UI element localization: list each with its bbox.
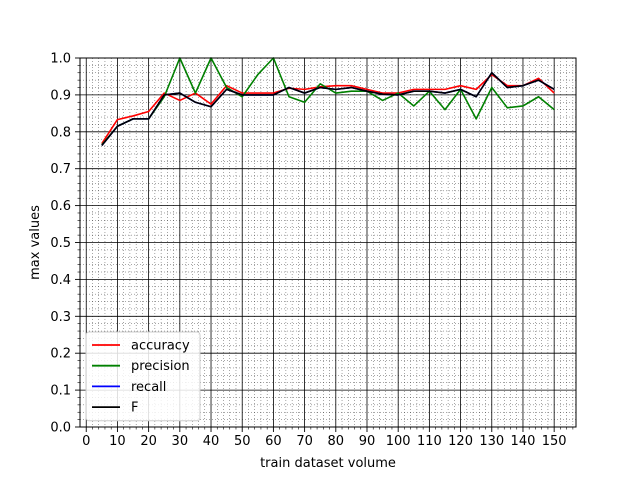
x-tick-label: 10 bbox=[109, 434, 126, 449]
y-tick-label: 0.6 bbox=[50, 199, 71, 214]
x-tick-label: 140 bbox=[511, 434, 536, 449]
y-axis-label: max values bbox=[28, 205, 43, 280]
y-axis: 0.0 0.1 0.2 0.3 0.4 0.5 0.6 0.7 0.8 0.9 1.0 bbox=[50, 52, 80, 436]
x-tick-label: 80 bbox=[328, 434, 345, 449]
y-tick-label: 0.4 bbox=[50, 273, 71, 288]
x-tick-label: 120 bbox=[448, 434, 473, 449]
x-tick-label: 70 bbox=[296, 434, 313, 449]
y-tick-label: 0.5 bbox=[50, 236, 71, 251]
x-axis-label: train dataset volume bbox=[260, 456, 396, 471]
x-tick-label: 130 bbox=[479, 434, 504, 449]
x-tick-label: 110 bbox=[417, 434, 442, 449]
y-tick-label: 0.8 bbox=[50, 125, 71, 140]
x-tick-label: 20 bbox=[140, 434, 157, 449]
legend-box bbox=[85, 331, 201, 422]
x-tick-label: 30 bbox=[172, 434, 189, 449]
series-lines bbox=[101, 57, 555, 146]
x-axis: 0 10 20 30 40 50 60 70 80 90 100 110 120 130 140 150 bbox=[82, 427, 574, 449]
x-tick-label: 40 bbox=[203, 434, 220, 449]
x-tick-label: 0 bbox=[82, 434, 90, 449]
y-tick-label: 0.9 bbox=[50, 88, 71, 103]
y-tick-label: 0.2 bbox=[50, 347, 71, 362]
y-tick-label: 0.1 bbox=[50, 384, 71, 399]
legend: accuracy precision recall F bbox=[85, 331, 201, 422]
x-tick-label: 90 bbox=[359, 434, 376, 449]
legend-label-accuracy: accuracy bbox=[131, 339, 190, 354]
y-tick-label: 0.0 bbox=[50, 421, 71, 436]
legend-label-recall: recall bbox=[131, 380, 166, 395]
series-line-accuracy bbox=[101, 73, 555, 145]
series-line-f bbox=[101, 71, 555, 146]
x-tick-label: 60 bbox=[265, 434, 282, 449]
y-tick-label: 0.3 bbox=[50, 310, 71, 325]
x-tick-label: 50 bbox=[234, 434, 251, 449]
y-tick-label: 1.0 bbox=[50, 52, 71, 67]
legend-label-precision: precision bbox=[131, 359, 190, 374]
legend-label-f: F bbox=[131, 401, 138, 416]
y-tick-label: 0.7 bbox=[50, 162, 71, 177]
x-tick-label: 150 bbox=[542, 434, 567, 449]
x-tick-label: 100 bbox=[386, 434, 411, 449]
